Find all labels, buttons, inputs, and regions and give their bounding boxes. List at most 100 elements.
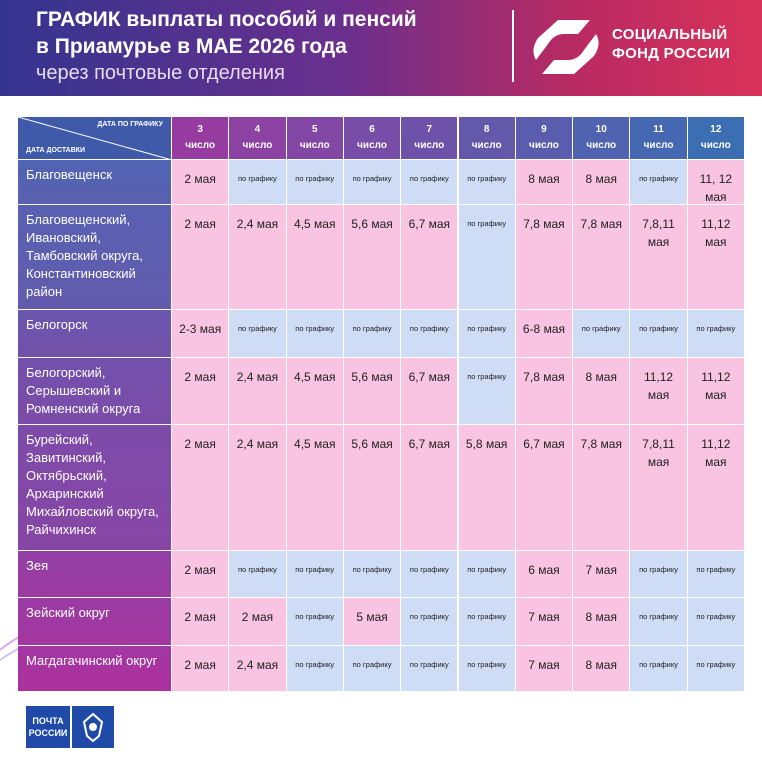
row-name: Зейский округ	[18, 598, 172, 646]
date-cell: по графику	[687, 310, 745, 358]
column-header: 3 число	[172, 117, 230, 160]
column-day: 10	[595, 124, 607, 135]
date-cell: 2,4 мая	[229, 358, 287, 425]
column-day: 5	[311, 124, 318, 135]
date-cell: 2 мая	[229, 598, 287, 646]
date-cell: по графику	[343, 646, 402, 692]
date-cell: 6-8 мая	[515, 310, 574, 358]
date-cell: 11, 12 мая	[687, 160, 745, 205]
date-cell: 7 мая	[515, 598, 574, 646]
column-day: 8	[483, 124, 490, 135]
date-cell: 5,6 мая	[343, 358, 402, 425]
column-header: 12 число	[687, 117, 745, 160]
date-cell: по графику	[343, 551, 402, 598]
date-cell: 4,5 мая	[286, 205, 344, 310]
date-cell: по графику	[343, 310, 402, 358]
column-header: 4 число	[229, 117, 287, 160]
date-cell: 7,8,11 мая	[630, 205, 688, 310]
date-cell: 5,6 мая	[343, 425, 402, 551]
date-cell: 8 мая	[573, 646, 631, 692]
date-cell: по графику	[458, 358, 516, 425]
date-cell: по графику	[458, 310, 516, 358]
date-cell: 4,5 мая	[286, 358, 344, 425]
post-logo-text: РОССИИ	[28, 728, 68, 738]
date-cell: 5,8 мая	[458, 425, 516, 551]
date-cell: по графику	[458, 598, 516, 646]
corner-label: ДАТА ДОСТАВКИ	[26, 147, 86, 154]
date-cell: по графику	[573, 310, 631, 358]
date-cell: 5 мая	[343, 598, 402, 646]
date-cell: по графику	[687, 646, 745, 692]
logo-text: СОЦИАЛЬНЫЙ	[612, 26, 728, 43]
column-label: число	[299, 140, 330, 151]
date-cell: 4,5 мая	[286, 425, 344, 551]
date-cell: 7,8 мая	[573, 205, 631, 310]
column-label: число	[586, 140, 617, 151]
date-cell: по графику	[401, 646, 459, 692]
date-cell: 8 мая	[573, 598, 631, 646]
date-cell: 2 мая	[172, 646, 230, 692]
row-name: Зея	[18, 551, 172, 598]
column-day: 3	[197, 124, 203, 135]
column-day: 12	[710, 124, 722, 135]
date-cell: 6 мая	[515, 551, 574, 598]
date-cell: по графику	[229, 310, 287, 358]
emblem	[72, 706, 114, 748]
date-cell: по графику	[286, 598, 344, 646]
date-cell: 6,7 мая	[515, 425, 574, 551]
row-name: Белогорск	[18, 310, 172, 358]
column-header: 5 число	[286, 117, 344, 160]
column-day: 11	[653, 124, 664, 135]
column-header: 9 число	[515, 117, 574, 160]
title-line: ГРАФИК выплаты пособий и пенсий	[36, 8, 417, 31]
column-label: число	[357, 140, 387, 151]
column-header: 8 число	[458, 117, 516, 160]
header: ГРАФИК выплаты пособий и пенсий в Приаму…	[0, 0, 762, 96]
schedule-table: ДАТА ПО ГРАФИКУ ДАТА ДОСТАВКИ 3 число 4 число…	[18, 117, 745, 692]
date-cell: 8 мая	[515, 160, 574, 205]
date-cell: по графику	[229, 160, 287, 205]
row-name: Бурейский, Завитинский, Октябрьский, Арх…	[18, 425, 172, 551]
date-cell: по графику	[630, 160, 688, 205]
date-cell: 2 мая	[172, 551, 230, 598]
date-cell: по графику	[286, 551, 344, 598]
date-cell: 2 мая	[172, 205, 230, 310]
date-cell: 7,8,11 мая	[630, 425, 688, 551]
date-cell: 2 мая	[172, 160, 230, 205]
date-cell: 6,7 мая	[401, 205, 459, 310]
date-cell: по графику	[229, 551, 287, 598]
date-cell: 7,8 мая	[573, 425, 631, 551]
date-cell: 11,12 мая	[687, 358, 745, 425]
date-cell: 2 мая	[172, 425, 230, 551]
date-cell: по графику	[630, 646, 688, 692]
date-cell: 2 мая	[172, 598, 230, 646]
date-cell: по графику	[630, 551, 688, 598]
date-cell: 2-3 мая	[172, 310, 230, 358]
date-cell: по графику	[687, 551, 745, 598]
date-cell: по графику	[343, 160, 402, 205]
separator	[512, 10, 514, 82]
column-header: 7 число	[401, 117, 459, 160]
column-day: 9	[541, 124, 547, 135]
column-day: 6	[369, 124, 375, 135]
date-cell: 2,4 мая	[229, 205, 287, 310]
date-cell: по графику	[401, 551, 459, 598]
column-label: число	[471, 140, 502, 151]
row-name: Магдагачинский округ	[18, 646, 172, 692]
date-cell: по графику	[401, 160, 459, 205]
logo-icon	[533, 20, 599, 74]
date-cell: 2,4 мая	[229, 646, 287, 692]
date-cell: 6,7 мая	[401, 358, 459, 425]
date-cell: по графику	[458, 160, 516, 205]
column-header: 11 число	[630, 117, 688, 160]
date-cell: по графику	[401, 310, 459, 358]
date-cell: 7 мая	[573, 551, 631, 598]
row-name: Благовещенский, Ивановский, Тамбовский о…	[18, 205, 172, 310]
corner-diagonal	[18, 117, 172, 160]
date-cell: 11,12 мая	[687, 425, 745, 551]
date-cell: 6,7 мая	[401, 425, 459, 551]
column-day: 7	[426, 124, 433, 135]
column-header: 6 число	[343, 117, 402, 160]
column-label: число	[185, 140, 216, 151]
